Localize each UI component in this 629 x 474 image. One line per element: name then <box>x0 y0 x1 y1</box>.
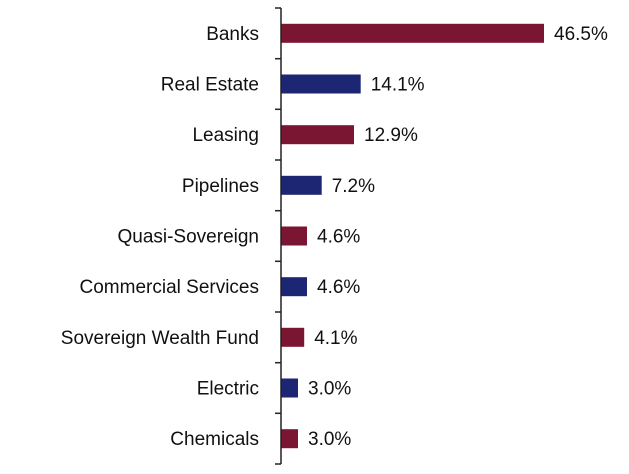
data-label-real-estate: 14.1% <box>371 75 425 96</box>
category-label-commercial-services: Commercial Services <box>80 277 259 298</box>
data-label-commercial-services: 4.6% <box>317 277 360 298</box>
labels-layer: Banks 46.5% Real Estate 14.1% Leasing 12.9% Pi… <box>61 24 608 450</box>
data-label-electric: 3.0% <box>308 379 351 400</box>
bars-layer <box>281 23 544 449</box>
category-label-pipelines: Pipelines <box>182 176 259 197</box>
bar-leasing <box>281 125 354 145</box>
bar-sovereign-wealth-fund <box>281 327 305 347</box>
bar-quasi-sovereign <box>281 226 307 246</box>
data-label-quasi-sovereign: 4.6% <box>317 227 360 248</box>
category-label-banks: Banks <box>206 24 259 45</box>
bar-pipelines <box>281 175 322 195</box>
bar-real-estate <box>281 74 361 94</box>
data-label-banks: 46.5% <box>554 24 608 45</box>
category-label-quasi-sovereign: Quasi-Sovereign <box>117 227 259 248</box>
bar-electric <box>281 378 298 398</box>
data-label-chemicals: 3.0% <box>308 429 351 450</box>
data-label-pipelines: 7.2% <box>332 176 375 197</box>
bar-commercial-services <box>281 277 307 297</box>
category-label-sovereign-wealth-fund: Sovereign Wealth Fund <box>61 328 259 349</box>
category-label-electric: Electric <box>197 379 259 400</box>
category-label-leasing: Leasing <box>192 125 259 146</box>
category-label-real-estate: Real Estate <box>161 75 259 96</box>
category-label-chemicals: Chemicals <box>170 429 259 450</box>
bar-chemicals <box>281 429 298 449</box>
category-axis-ticks <box>275 7 281 465</box>
data-label-leasing: 12.9% <box>364 125 418 146</box>
bar-banks <box>281 23 544 43</box>
data-label-sovereign-wealth-fund: 4.1% <box>314 328 357 349</box>
